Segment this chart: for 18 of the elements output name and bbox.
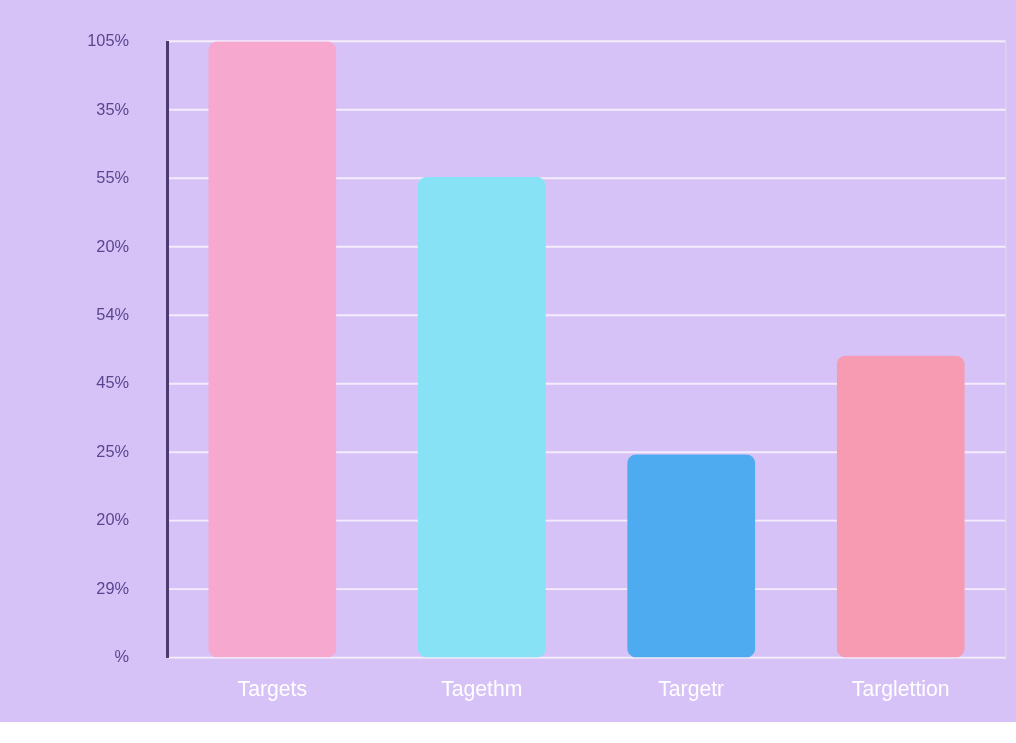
text: 20% bbox=[96, 236, 130, 255]
text: 54% bbox=[96, 305, 130, 324]
text: 20% bbox=[96, 510, 130, 529]
x-tick-label: Tagethm bbox=[441, 676, 523, 701]
bar bbox=[627, 454, 756, 658]
bar bbox=[417, 176, 546, 658]
text: 105% bbox=[87, 31, 130, 50]
text: 29% bbox=[96, 578, 130, 597]
x-tick-label: Targlettion bbox=[851, 676, 950, 701]
bar bbox=[836, 355, 965, 658]
text: 45% bbox=[96, 373, 130, 392]
bar bbox=[208, 41, 337, 658]
x-tick-label: Targetr bbox=[658, 676, 725, 701]
text: 55% bbox=[96, 168, 130, 187]
text: 25% bbox=[96, 441, 130, 460]
x-tick-label: Targets bbox=[237, 676, 308, 701]
text: % bbox=[114, 647, 130, 666]
text: 35% bbox=[96, 99, 130, 118]
